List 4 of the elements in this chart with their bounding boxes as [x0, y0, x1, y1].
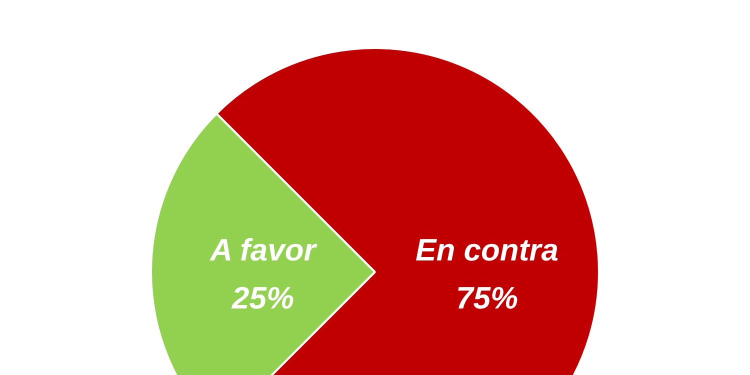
slice-label: A favor: [209, 232, 318, 268]
data-label: 25%: [230, 280, 294, 316]
slice-label: En contra: [416, 232, 558, 268]
data-label: 75%: [456, 280, 518, 316]
